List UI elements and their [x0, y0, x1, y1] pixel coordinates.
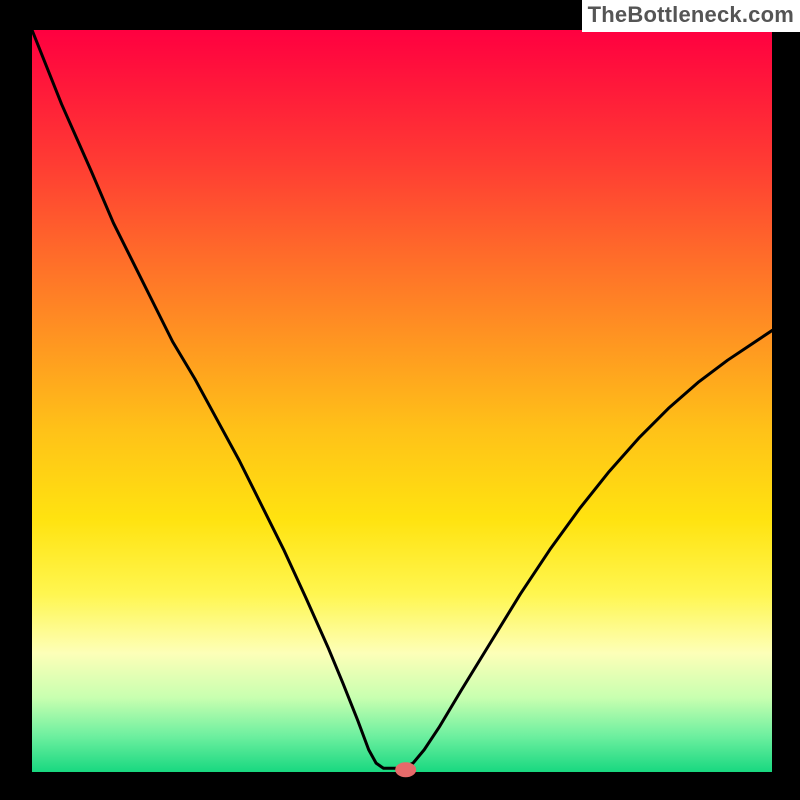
chart-frame: TheBottleneck.com: [0, 0, 800, 800]
bottleneck-chart-svg: [0, 0, 800, 800]
plot-background-gradient: [32, 30, 772, 772]
optimal-point-marker: [396, 763, 416, 777]
watermark-label: TheBottleneck.com: [582, 0, 800, 32]
